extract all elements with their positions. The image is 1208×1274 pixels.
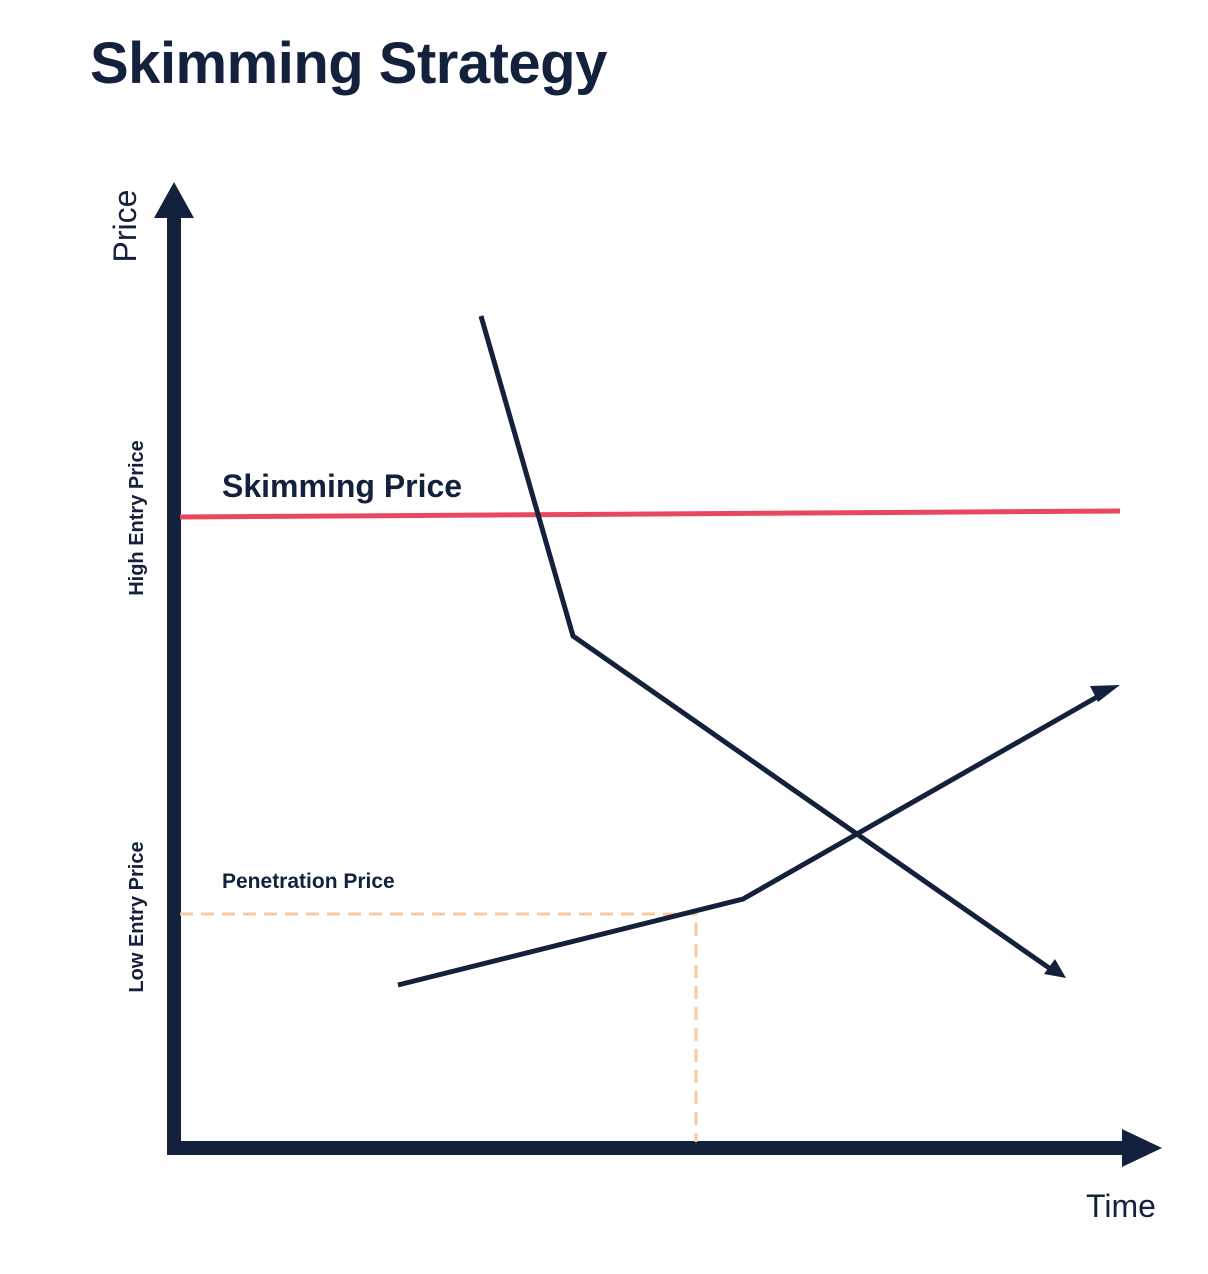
skimming-curve-arrowhead	[1044, 959, 1066, 978]
penetration-price-curve	[397, 690, 1106, 988]
y-axis-arrowhead	[154, 182, 194, 218]
y-axis-label: Price	[107, 190, 143, 263]
penetration-curve-arrowhead	[1090, 685, 1120, 702]
skimming-price-label: Skimming Price	[222, 468, 462, 504]
skimming-price-curve	[478, 315, 1054, 973]
x-axis-arrowhead	[1122, 1129, 1162, 1167]
page-title: Skimming Strategy	[90, 31, 607, 96]
low-entry-price-label: Low Entry Price	[126, 841, 148, 992]
penetration-price-label: Penetration Price	[222, 870, 395, 893]
x-axis-label: Time	[1086, 1188, 1156, 1224]
penetration-guide-line	[180, 912, 698, 1142]
high-entry-price-label: High Entry Price	[126, 440, 148, 596]
skimming-price-line	[179, 508, 1121, 520]
